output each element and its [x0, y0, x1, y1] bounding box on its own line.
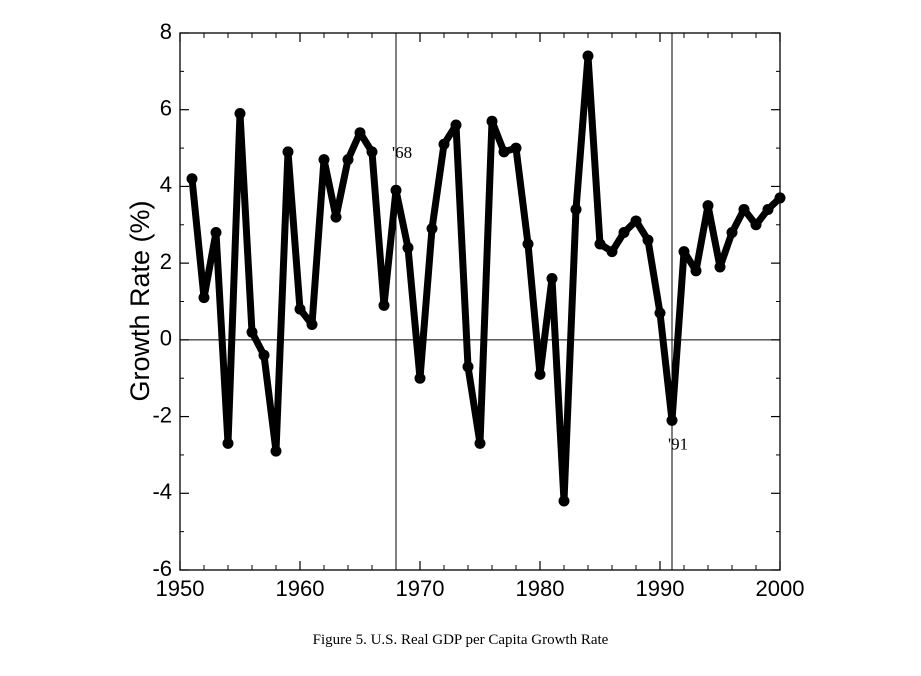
x-tick-label: 1990: [636, 576, 685, 601]
data-point: [606, 246, 618, 258]
y-tick-label: 2: [160, 249, 172, 274]
data-point: [210, 226, 222, 238]
data-point: [426, 223, 438, 235]
data-point: [222, 437, 234, 449]
data-point: [246, 326, 258, 338]
data-point: [390, 184, 402, 196]
x-tick-label: 1960: [276, 576, 325, 601]
y-tick-label: -4: [152, 479, 172, 504]
data-point: [714, 261, 726, 273]
data-point: [678, 246, 690, 258]
data-point: [750, 219, 762, 231]
data-point: [354, 127, 366, 139]
data-point: [570, 203, 582, 215]
annotation-label: '91: [668, 434, 688, 453]
data-point: [486, 115, 498, 127]
data-point: [774, 192, 786, 204]
y-tick-label: -6: [152, 556, 172, 581]
data-point: [654, 307, 666, 319]
data-point: [438, 138, 450, 150]
data-point: [642, 234, 654, 246]
data-point: [282, 146, 294, 158]
x-tick-label: 1970: [396, 576, 445, 601]
y-tick-label: 0: [160, 326, 172, 351]
x-tick-label: 1950: [156, 576, 205, 601]
x-tick-label: 1980: [516, 576, 565, 601]
data-point: [330, 211, 342, 223]
data-point: [450, 119, 462, 131]
data-point: [510, 142, 522, 154]
data-point: [534, 368, 546, 380]
data-point: [618, 226, 630, 238]
data-point: [558, 495, 570, 507]
data-point: [258, 349, 270, 361]
data-point: [498, 146, 510, 158]
y-tick-label: 4: [160, 172, 172, 197]
data-point: [762, 203, 774, 215]
data-point: [474, 437, 486, 449]
data-point: [702, 200, 714, 212]
data-point: [378, 299, 390, 311]
data-point: [306, 319, 318, 331]
data-point: [198, 292, 210, 304]
data-point: [366, 146, 378, 158]
data-point: [522, 238, 534, 250]
data-point: [270, 445, 282, 457]
data-point: [318, 154, 330, 166]
data-point: [738, 203, 750, 215]
y-tick-label: 8: [160, 19, 172, 44]
data-point: [342, 154, 354, 166]
annotation-label: '68: [392, 143, 412, 162]
data-point: [630, 215, 642, 227]
data-point: [594, 238, 606, 250]
data-point: [462, 361, 474, 373]
x-tick-label: 2000: [756, 576, 805, 601]
data-point: [582, 50, 594, 62]
y-tick-label: -2: [152, 402, 172, 427]
data-point: [726, 226, 738, 238]
figure-caption: Figure 5. U.S. Real GDP per Capita Growt…: [312, 632, 609, 648]
y-axis-title: Growth Rate (%): [125, 200, 155, 401]
data-point: [186, 173, 198, 185]
data-point: [414, 372, 426, 384]
data-point: [666, 414, 678, 426]
plot-frame: [179, 32, 781, 571]
series-line: [188, 52, 784, 505]
y-tick-label: 6: [160, 96, 172, 121]
data-point: [546, 272, 558, 284]
data-point: [234, 108, 246, 120]
data-point: [294, 303, 306, 315]
data-point: [402, 242, 414, 254]
data-point: [690, 265, 702, 277]
